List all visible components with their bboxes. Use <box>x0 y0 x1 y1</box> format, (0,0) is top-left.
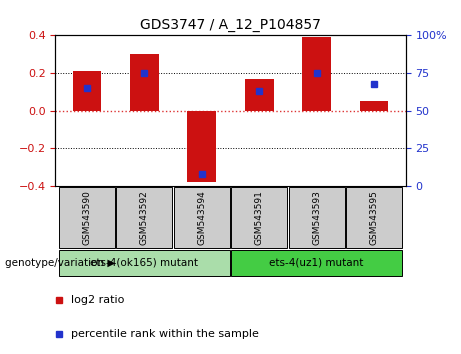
Bar <box>231 250 402 275</box>
Bar <box>302 37 331 110</box>
Text: GSM543590: GSM543590 <box>83 190 91 245</box>
Bar <box>116 187 172 248</box>
Text: genotype/variation ▶: genotype/variation ▶ <box>5 258 115 268</box>
Bar <box>360 101 389 110</box>
Text: ets-4(uz1) mutant: ets-4(uz1) mutant <box>270 258 364 268</box>
Bar <box>231 187 287 248</box>
Bar <box>59 250 230 275</box>
Text: GSM543592: GSM543592 <box>140 190 149 245</box>
Text: GSM543595: GSM543595 <box>370 190 378 245</box>
Bar <box>289 187 345 248</box>
Text: GSM543593: GSM543593 <box>312 190 321 245</box>
Bar <box>188 110 216 182</box>
Bar <box>59 187 115 248</box>
Text: log2 ratio: log2 ratio <box>71 295 124 305</box>
Bar <box>245 79 273 110</box>
Bar <box>174 187 230 248</box>
Text: ets-4(ok165) mutant: ets-4(ok165) mutant <box>90 258 198 268</box>
Bar <box>346 187 402 248</box>
Text: percentile rank within the sample: percentile rank within the sample <box>71 329 259 339</box>
Title: GDS3747 / A_12_P104857: GDS3747 / A_12_P104857 <box>140 18 321 32</box>
Text: GSM543594: GSM543594 <box>197 190 206 245</box>
Bar <box>130 54 159 110</box>
Bar <box>72 71 101 110</box>
Text: GSM543591: GSM543591 <box>255 190 264 245</box>
